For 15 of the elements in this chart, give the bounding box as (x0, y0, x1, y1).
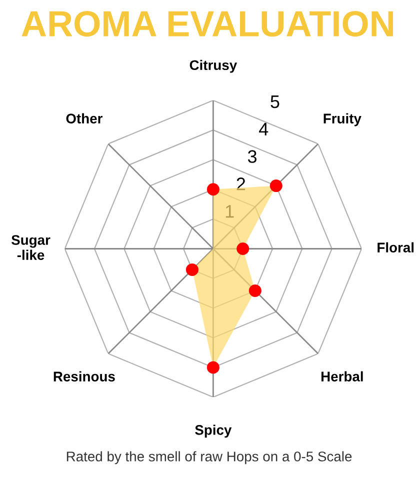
y-tick-label: 4 (259, 122, 268, 136)
spoke-label: Sugar -like (11, 235, 50, 260)
y-tick-label: 1 (226, 205, 234, 218)
spoke-label: Resinous (54, 371, 115, 382)
spoke-label: Herbal (321, 371, 363, 382)
spoke-label: Other (66, 113, 103, 124)
spoke-label: Fruity (324, 113, 362, 126)
y-tick-label: 3 (248, 150, 256, 163)
y-tick-label: 2 (236, 178, 246, 190)
spoke-label: Spicy (195, 424, 232, 438)
spoke-label: Floral (378, 242, 414, 252)
spoke-label: Citrusy (190, 60, 238, 73)
chart-title: AROMA EVALUATION (22, 11, 393, 37)
y-tick-label: 5 (270, 95, 280, 108)
text: Rated by the smell of raw Hops on a 0-5 Scale (66, 451, 352, 464)
